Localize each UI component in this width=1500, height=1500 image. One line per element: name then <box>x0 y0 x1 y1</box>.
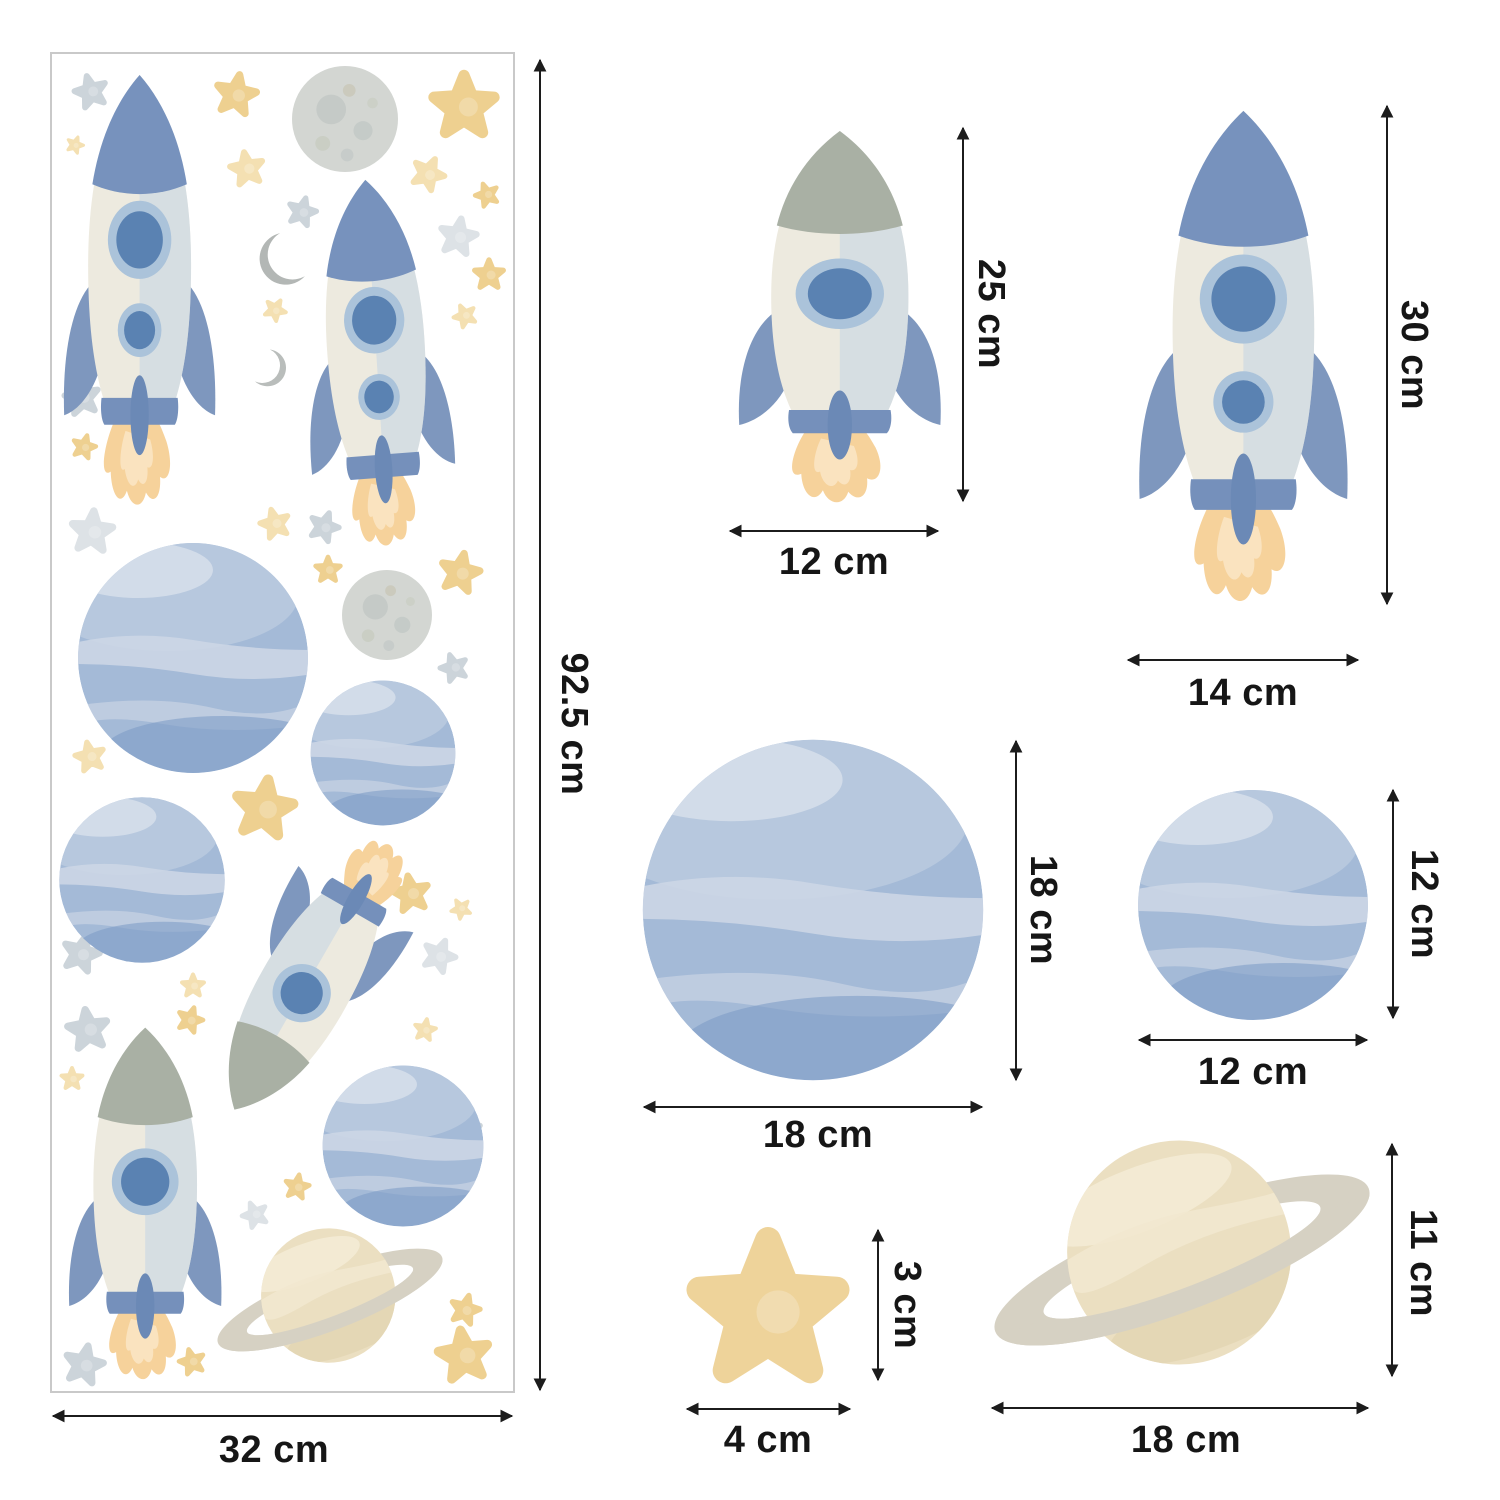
rocket-large-width-label: 14 cm <box>1188 672 1298 714</box>
moon-sticker <box>342 570 432 660</box>
planet-small-width-label: 12 cm <box>1198 1051 1308 1093</box>
rocket-small-height-label: 25 cm <box>970 259 1012 369</box>
sheet-width-dimension: 32 cm <box>51 1409 514 1471</box>
rocket-small-figure: 25 cm 12 cm <box>728 126 1012 583</box>
saturn-width-label: 18 cm <box>1131 1419 1241 1461</box>
sticker-sheet: 92.5 cm 32 cm <box>50 52 595 1471</box>
rocket-large-art <box>1139 110 1348 602</box>
star-height-label: 3 cm <box>886 1261 928 1350</box>
rocket-small-art <box>738 131 941 503</box>
sheet-height-label: 92.5 cm <box>553 653 595 796</box>
star-art <box>699 1240 836 1370</box>
rocket-large-figure: 30 cm 14 cm <box>1126 104 1435 714</box>
planet-small-figure: 12 cm 12 cm <box>1098 788 1445 1093</box>
rocket-large-height-label: 30 cm <box>1393 300 1435 410</box>
star-width-label: 4 cm <box>724 1419 813 1461</box>
sheet-height-dimension: 92.5 cm <box>533 58 595 1392</box>
rocket-small-width-label: 12 cm <box>779 541 889 583</box>
moon-sticker <box>292 66 398 172</box>
star-figure: 3 cm 4 cm <box>685 1230 928 1461</box>
sheet-width-label: 32 cm <box>219 1429 329 1471</box>
planet-small-height-label: 12 cm <box>1403 849 1445 959</box>
planet-large-height-label: 18 cm <box>1022 855 1064 965</box>
saturn-height-label: 11 cm <box>1402 1209 1444 1317</box>
planet-large-art <box>584 737 1038 1108</box>
planet-small-art <box>1098 788 1405 1039</box>
planet-large-width-label: 18 cm <box>763 1114 873 1156</box>
saturn-figure: 11 cm 18 cm <box>952 1076 1444 1461</box>
saturn-art <box>952 1076 1406 1428</box>
planet-large-figure: 18 cm 18 cm <box>584 737 1064 1156</box>
